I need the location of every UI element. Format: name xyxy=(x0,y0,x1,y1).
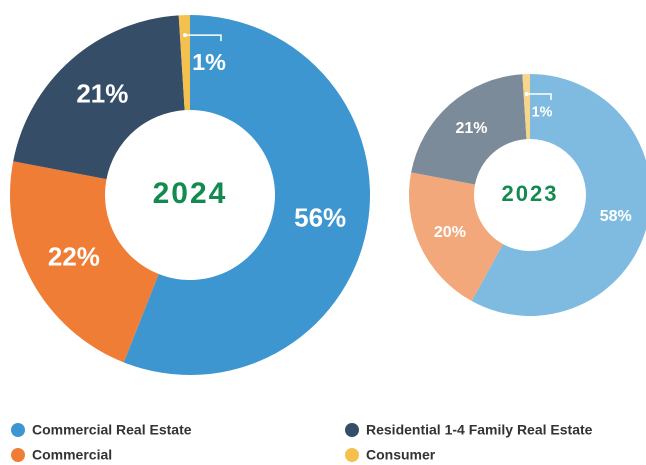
donut-slice xyxy=(471,74,646,316)
value-label: 56% xyxy=(294,203,346,233)
value-label: 1% xyxy=(532,104,553,120)
donut-slice xyxy=(411,74,527,185)
leader-line xyxy=(184,34,222,42)
legend-swatch xyxy=(11,423,25,437)
donut-slice xyxy=(13,15,185,180)
leader-line xyxy=(526,93,552,101)
value-label: 21% xyxy=(76,78,128,108)
value-label: 1% xyxy=(192,49,226,75)
donut-slice xyxy=(178,15,190,111)
donut-slice xyxy=(9,161,159,363)
legend-label: Residential 1-4 Family Real Estate xyxy=(366,422,593,438)
center-label: 2023 xyxy=(502,181,559,206)
value-label: 21% xyxy=(455,120,487,137)
donut-slice xyxy=(522,74,530,140)
center-label: 2024 xyxy=(153,177,228,210)
legend-swatch xyxy=(11,448,25,462)
legend-label: Consumer xyxy=(366,447,436,463)
legend-label: Commercial Real Estate xyxy=(32,422,192,438)
value-label: 58% xyxy=(600,208,632,225)
value-label: 22% xyxy=(48,242,100,272)
legend-swatch xyxy=(345,423,359,437)
donut-slice xyxy=(123,15,370,375)
legend-swatch xyxy=(345,448,359,462)
legend-label: Commercial xyxy=(32,447,112,463)
value-label: 20% xyxy=(434,224,466,241)
donut-slice xyxy=(409,172,504,302)
